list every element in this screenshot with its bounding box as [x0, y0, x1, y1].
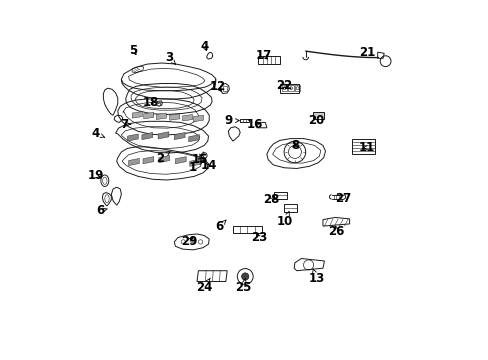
Text: 4: 4	[201, 40, 208, 53]
Text: 5: 5	[128, 44, 137, 57]
Text: 14: 14	[200, 159, 216, 172]
Text: 26: 26	[327, 225, 344, 238]
Polygon shape	[132, 112, 142, 118]
Text: 11: 11	[358, 141, 374, 154]
Polygon shape	[189, 159, 200, 166]
Polygon shape	[142, 132, 152, 140]
Polygon shape	[142, 157, 153, 164]
Polygon shape	[156, 113, 166, 120]
Text: 23: 23	[250, 231, 266, 244]
Text: 17: 17	[256, 49, 272, 62]
Text: 3: 3	[164, 51, 175, 64]
Text: 22: 22	[275, 79, 292, 92]
Text: 27: 27	[335, 192, 351, 205]
Polygon shape	[127, 134, 138, 141]
Text: 13: 13	[308, 269, 324, 285]
Polygon shape	[169, 114, 179, 120]
Text: 7: 7	[120, 118, 130, 131]
Text: 1: 1	[188, 161, 202, 174]
Text: 18: 18	[142, 96, 159, 109]
Text: 2: 2	[156, 152, 169, 165]
Text: 10: 10	[276, 211, 292, 228]
Text: 25: 25	[235, 278, 251, 294]
Polygon shape	[174, 132, 185, 140]
Text: 20: 20	[308, 114, 324, 127]
Polygon shape	[193, 115, 203, 122]
Text: 19: 19	[88, 169, 104, 182]
Polygon shape	[128, 158, 139, 166]
Text: 6: 6	[96, 204, 107, 217]
Polygon shape	[175, 157, 186, 164]
Text: 21: 21	[358, 46, 374, 59]
Text: 4: 4	[91, 127, 104, 140]
Text: 16: 16	[246, 118, 263, 131]
Text: 9: 9	[224, 114, 239, 127]
Text: 28: 28	[263, 193, 279, 206]
Polygon shape	[158, 132, 168, 139]
Polygon shape	[159, 156, 169, 163]
Text: 29: 29	[181, 235, 198, 248]
Text: 8: 8	[290, 139, 299, 152]
Circle shape	[241, 273, 248, 280]
Text: 24: 24	[196, 278, 212, 294]
Text: 6: 6	[215, 220, 226, 233]
Polygon shape	[143, 112, 153, 119]
Text: 15: 15	[191, 153, 207, 166]
Text: 12: 12	[209, 80, 225, 93]
Polygon shape	[182, 114, 192, 121]
Polygon shape	[188, 135, 199, 142]
